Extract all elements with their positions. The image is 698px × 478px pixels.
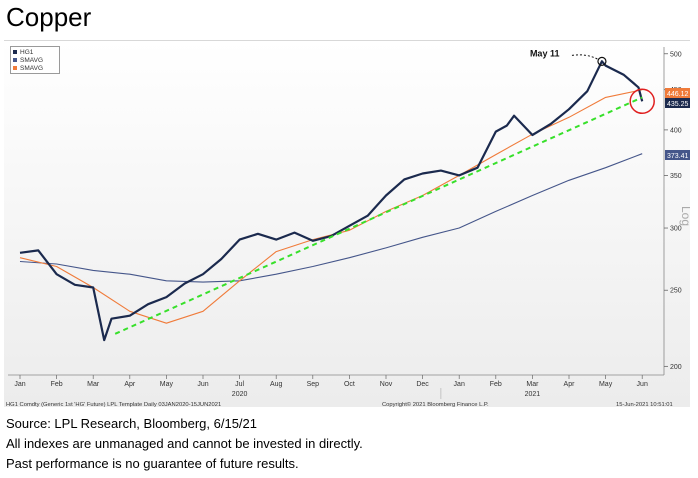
peak-annotation-label: May 11 bbox=[530, 48, 560, 58]
x-tick-label: Feb bbox=[490, 381, 502, 388]
x-tick-label: Apr bbox=[564, 381, 576, 388]
x-tick-label: Dec bbox=[416, 381, 429, 388]
y-tick-label: 500 bbox=[670, 51, 682, 58]
annotation-leader bbox=[571, 54, 599, 60]
x-tick-label: Jun bbox=[197, 381, 208, 388]
y-tick-label: 250 bbox=[670, 288, 682, 295]
x-tick-label: Jan bbox=[454, 381, 465, 388]
x-tick-label: Feb bbox=[51, 381, 63, 388]
x-year-label: 2021 bbox=[525, 391, 541, 398]
x-tick-label: Sep bbox=[307, 381, 320, 388]
legend-label: SMAVG bbox=[20, 64, 43, 72]
performance-note: Past performance is no guarantee of futu… bbox=[6, 456, 299, 471]
chart-title: Copper bbox=[6, 2, 92, 32]
y-tick-label: 350 bbox=[670, 173, 682, 180]
legend-item: SMAVG bbox=[13, 56, 57, 64]
last-value-label: 446.12 bbox=[667, 91, 689, 98]
x-year-label: 2020 bbox=[232, 391, 248, 398]
last-value-label: 373.41 bbox=[667, 153, 689, 160]
legend-swatch-smavg-long bbox=[13, 58, 17, 62]
disclaimer-note: All indexes are unmanaged and cannot be … bbox=[6, 436, 363, 451]
x-tick-label: May bbox=[599, 381, 613, 388]
x-tick-label: Jan bbox=[14, 381, 25, 388]
x-tick-label: Mar bbox=[526, 381, 539, 388]
last-value-label: 435.25 bbox=[667, 101, 689, 108]
last-value-tag bbox=[665, 98, 690, 108]
highlight-circle bbox=[629, 88, 655, 115]
legend-item: HG1 bbox=[13, 48, 57, 56]
chart-footer-left: HG1 Comdty (Generic 1st 'HG' Future) LPL… bbox=[6, 402, 221, 407]
x-tick-label: May bbox=[160, 381, 174, 388]
last-value-tag bbox=[665, 150, 690, 160]
chart-footer-right: 15-Jun-2021 10:51:01 bbox=[616, 402, 673, 407]
y-tick-label: 400 bbox=[670, 127, 682, 134]
source-note: Source: LPL Research, Bloomberg, 6/15/21 bbox=[6, 416, 257, 431]
chart-panel: 200250300350400450500LogJanFebMarAprMayJ… bbox=[4, 40, 690, 407]
legend-swatch-hg1 bbox=[13, 50, 17, 54]
chart-footer-center: Copyright© 2021 Bloomberg Finance L.P. bbox=[382, 401, 489, 407]
series-line-smavg-long bbox=[19, 153, 643, 283]
price-chart: 200250300350400450500LogJanFebMarAprMayJ… bbox=[6, 47, 690, 407]
x-tick-label: Jul bbox=[235, 381, 244, 388]
y-tick-label: 200 bbox=[670, 364, 682, 371]
peak-marker bbox=[597, 56, 607, 66]
legend-item: SMAVG bbox=[13, 64, 57, 72]
x-tick-label: Mar bbox=[87, 381, 100, 388]
last-value-tag bbox=[665, 88, 690, 98]
series-line-hg1 bbox=[19, 60, 644, 342]
x-tick-label: Apr bbox=[124, 381, 136, 388]
support-trendline bbox=[114, 96, 643, 335]
x-tick-label: Nov bbox=[380, 381, 393, 388]
legend-label: SMAVG bbox=[20, 56, 43, 64]
legend-swatch-smavg-short bbox=[13, 66, 17, 70]
legend-label: HG1 bbox=[20, 48, 34, 56]
y-axis-label: Log bbox=[679, 206, 690, 226]
x-tick-label: Jun bbox=[637, 381, 648, 388]
x-tick-label: Oct bbox=[344, 381, 355, 388]
chart-legend: HG1 SMAVG SMAVG bbox=[10, 46, 60, 74]
y-tick-label: 300 bbox=[670, 226, 682, 233]
x-tick-label: Aug bbox=[270, 381, 283, 388]
